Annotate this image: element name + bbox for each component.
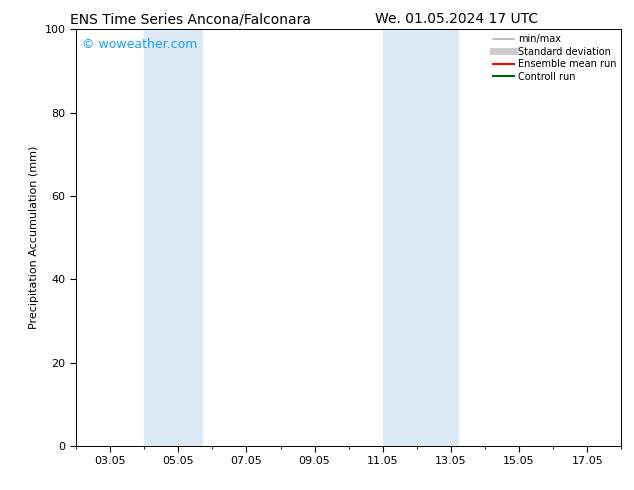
Text: © woweather.com: © woweather.com — [82, 38, 197, 51]
Text: ENS Time Series Ancona/Falconara: ENS Time Series Ancona/Falconara — [70, 12, 311, 26]
Text: We. 01.05.2024 17 UTC: We. 01.05.2024 17 UTC — [375, 12, 538, 26]
Bar — [144, 29, 202, 446]
Bar — [383, 29, 458, 446]
Legend: min/max, Standard deviation, Ensemble mean run, Controll run: min/max, Standard deviation, Ensemble me… — [491, 32, 618, 83]
Y-axis label: Precipitation Accumulation (mm): Precipitation Accumulation (mm) — [29, 146, 39, 329]
